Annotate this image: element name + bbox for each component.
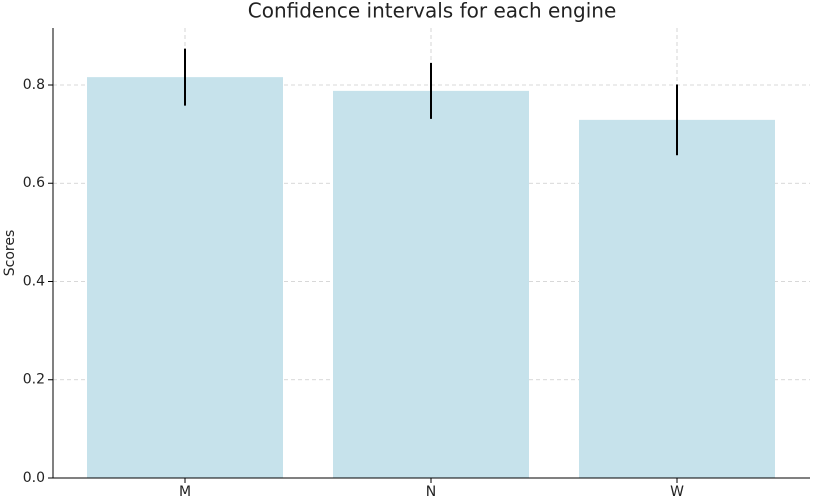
y-axis-label: Scores: [2, 230, 18, 277]
bar: [87, 77, 283, 478]
x-tick-label: N: [426, 484, 436, 498]
bar: [579, 119, 775, 478]
y-tick-label: 0.0: [23, 470, 45, 486]
bar: [333, 90, 529, 479]
x-tick-label: W: [670, 484, 684, 498]
x-tick-label: M: [179, 484, 191, 498]
y-tick-label: 0.8: [23, 77, 45, 93]
y-tick-label: 0.2: [23, 372, 45, 388]
y-tick-label: 0.6: [23, 175, 45, 191]
y-tick-label: 0.4: [23, 273, 45, 289]
marks: [87, 48, 775, 479]
chart-title: Confidence intervals for each engine: [248, 0, 617, 23]
